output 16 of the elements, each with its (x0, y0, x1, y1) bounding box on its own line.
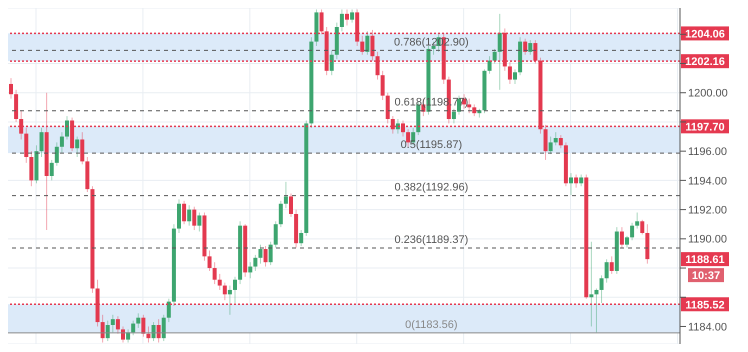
text: 1188.61 (685, 254, 725, 266)
ref-line-label: 1197.70 (685, 121, 725, 134)
ref-line-label: 0(1183.56) (405, 318, 458, 331)
y-tick-label: 1190.00 (688, 234, 727, 246)
y-tick-label: 1200.00 (688, 88, 728, 100)
ref-line-label: 1185.52 (685, 299, 725, 312)
y-tick-label: 1196.00 (688, 146, 727, 158)
y-tick-label: 1194.00 (688, 175, 727, 188)
ref-line-label: 0.382(1192.96) (394, 182, 468, 194)
ref-line-label: 1204.06 (685, 28, 725, 40)
text: 10:37 (692, 270, 720, 282)
ref-line-label: 1202.16 (685, 56, 725, 68)
y-tick-label: 1184.00 (688, 321, 727, 334)
ref-line-label: 0.236(1189.37) (394, 234, 468, 246)
ref-line-label: 0.5(1195.87) (400, 139, 462, 152)
y-tick-label: 1192.00 (688, 204, 727, 217)
